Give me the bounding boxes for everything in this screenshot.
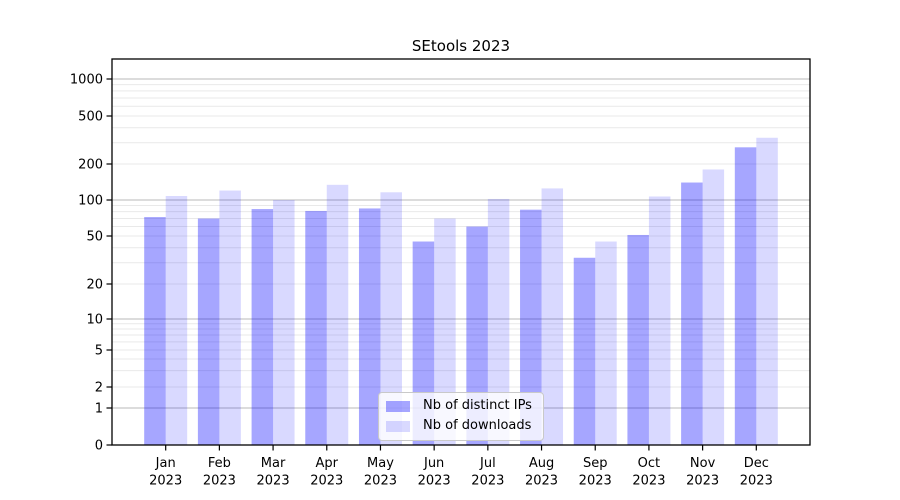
bar-dec-distinct-ips (734, 147, 757, 446)
bar-jun-downloads (434, 218, 456, 445)
x-axis-tick-labels: Jan 2023 Feb 2023 Mar 2023 Apr 2023 May 2023 Jun 20… (149, 456, 773, 489)
x-tick-label: Dec 2023 (740, 456, 773, 489)
x-tick-label: Sep 2023 (579, 456, 612, 489)
bar-sep-distinct-ips (573, 257, 596, 445)
bar-feb-downloads (219, 190, 241, 445)
legend-item-distinct-ips: Nb of distinct IPs (386, 398, 532, 414)
x-tick-label: Apr 2023 (310, 456, 343, 489)
legend-swatch-distinct-ips (386, 400, 410, 412)
bar-jul-distinct-ips (466, 226, 488, 445)
y-axis-tick-labels: 0 1 2 5 10 20 50 100 200 500 1000 (70, 73, 103, 454)
bar-oct-distinct-ips (627, 234, 649, 445)
x-tick-label: Jun 2023 (418, 456, 451, 489)
y-axis-ticks (106, 78, 112, 446)
legend-swatch-downloads (386, 420, 410, 432)
y-tick-label: 500 (78, 110, 103, 125)
minor-gridlines (112, 84, 810, 388)
y-tick-label: 10 (86, 313, 103, 328)
bar-aug-distinct-ips (520, 209, 542, 445)
bar-may-distinct-ips (358, 208, 381, 445)
y-tick-label: 100 (78, 194, 103, 209)
y-tick-label: 20 (86, 278, 103, 293)
y-tick-label: 5 (95, 344, 103, 359)
bar-sep-downloads (595, 241, 617, 445)
bar-jul-downloads (487, 198, 510, 445)
y-tick-label: 50 (86, 230, 103, 245)
x-axis-ticks (165, 445, 757, 451)
legend: Nb of distinct IPs Nb of downloads (378, 392, 544, 441)
axes-spines (111, 58, 811, 446)
plot-border (111, 58, 811, 446)
bar-nov-distinct-ips (681, 182, 703, 445)
x-tick-label: May 2023 (364, 456, 397, 489)
y-tick-label: 2 (95, 381, 103, 396)
x-tick-label: Mar 2023 (257, 456, 290, 489)
bar-apr-downloads (326, 184, 349, 445)
y-tick-label: 0 (95, 439, 103, 454)
x-tick-label: Oct 2023 (632, 456, 665, 489)
bar-jan-distinct-ips (144, 217, 166, 445)
x-tick-label: Nov 2023 (686, 456, 719, 489)
y-tick-label: 1000 (70, 73, 103, 88)
bar-feb-distinct-ips (197, 218, 220, 445)
legend-label-downloads: Nb of downloads (423, 418, 532, 433)
y-tick-label: 1 (95, 402, 103, 417)
y-tick-label: 200 (78, 158, 103, 173)
chart-title: SEtools 2023 (412, 37, 510, 55)
legend-item-downloads: Nb of downloads (386, 418, 532, 434)
bar-may-downloads (380, 192, 402, 445)
bar-nov-downloads (702, 169, 725, 445)
bar-apr-distinct-ips (305, 210, 327, 445)
bar-dec-downloads (756, 137, 778, 445)
legend-label-distinct-ips: Nb of distinct IPs (423, 398, 532, 413)
x-tick-label: Jan 2023 (149, 456, 182, 489)
bar-mar-distinct-ips (251, 209, 274, 445)
bar-aug-downloads (541, 188, 564, 445)
x-tick-label: Jul 2023 (471, 456, 504, 489)
bar-jan-downloads (165, 196, 188, 445)
bar-mar-downloads (273, 200, 295, 445)
bar-oct-downloads (648, 196, 671, 445)
x-tick-label: Aug 2023 (525, 456, 558, 489)
x-tick-label: Feb 2023 (203, 456, 236, 489)
